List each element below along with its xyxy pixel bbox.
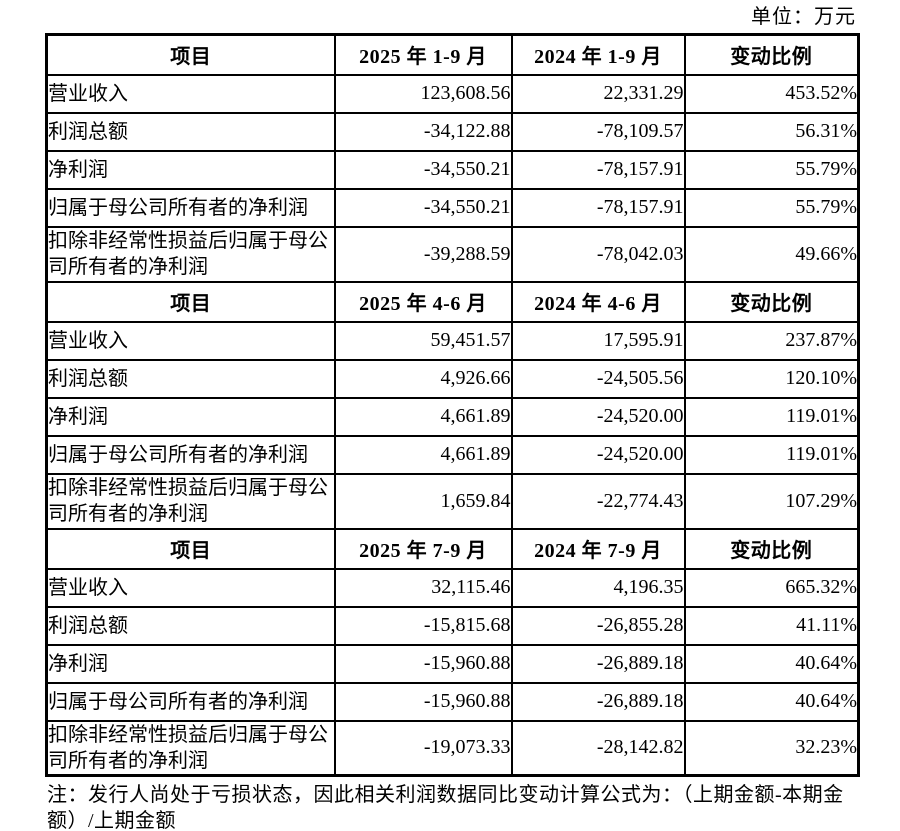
value-2025: 123,608.56: [333, 73, 513, 114]
value-change: 40.64%: [683, 681, 860, 722]
table-row: 归属于母公司所有者的净利润 -15,960.88 -26,889.18 40.6…: [45, 681, 860, 722]
row-label: 利润总额: [45, 605, 336, 646]
value-2024: -24,505.56: [510, 358, 686, 399]
value-2024: -78,157.91: [510, 187, 686, 228]
value-2025: -39,288.59: [333, 225, 513, 283]
value-2025: -34,550.21: [333, 149, 513, 190]
value-2025: -15,960.88: [333, 681, 513, 722]
value-change: 56.31%: [683, 111, 860, 152]
row-label: 利润总额: [45, 111, 336, 152]
value-2025: 4,661.89: [333, 396, 513, 437]
value-change: 55.79%: [683, 187, 860, 228]
table-row: 扣除非经常性损益后归属于母公司所有者的净利润 -39,288.59 -78,04…: [45, 225, 860, 283]
section1-col-header-2025: 2025 年 1-9 月: [333, 33, 513, 76]
table-row: 营业收入 123,608.56 22,331.29 453.52%: [45, 73, 860, 114]
value-change: 665.32%: [683, 567, 860, 608]
section3-col-header-item: 项目: [45, 527, 336, 570]
value-2024: -26,855.28: [510, 605, 686, 646]
value-change: 40.64%: [683, 643, 860, 684]
table-row: 扣除非经常性损益后归属于母公司所有者的净利润 -19,073.33 -28,14…: [45, 719, 860, 777]
value-change: 41.11%: [683, 605, 860, 646]
section3-header-row: 项目 2025 年 7-9 月 2024 年 7-9 月 变动比例: [45, 527, 860, 570]
section3-col-header-2025: 2025 年 7-9 月: [333, 527, 513, 570]
row-label: 净利润: [45, 149, 336, 190]
value-2025: -34,550.21: [333, 187, 513, 228]
row-label: 归属于母公司所有者的净利润: [45, 187, 336, 228]
section2-header-row: 项目 2025 年 4-6 月 2024 年 4-6 月 变动比例: [45, 280, 860, 323]
value-2024: -22,774.43: [510, 472, 686, 530]
value-change: 49.66%: [683, 225, 860, 283]
value-2024: -26,889.18: [510, 681, 686, 722]
row-label: 扣除非经常性损益后归属于母公司所有者的净利润: [45, 719, 336, 777]
table-row: 利润总额 4,926.66 -24,505.56 120.10%: [45, 358, 860, 399]
section2-col-header-item: 项目: [45, 280, 336, 323]
financial-table: 项目 2025 年 1-9 月 2024 年 1-9 月 变动比例 营业收入 1…: [45, 33, 860, 777]
value-2025: -15,960.88: [333, 643, 513, 684]
value-2025: 1,659.84: [333, 472, 513, 530]
footnote: 注：发行人尚处于亏损状态，因此相关利润数据同比变动计算公式为：（上期金额-本期金…: [47, 784, 844, 831]
row-label: 营业收入: [45, 567, 336, 608]
unit-label: 单位：万元: [751, 6, 856, 28]
value-2025: 32,115.46: [333, 567, 513, 608]
row-label: 归属于母公司所有者的净利润: [45, 434, 336, 475]
value-2025: 4,661.89: [333, 434, 513, 475]
row-label: 营业收入: [45, 73, 336, 114]
section2-col-header-2024: 2024 年 4-6 月: [510, 280, 686, 323]
section1-header-row: 项目 2025 年 1-9 月 2024 年 1-9 月 变动比例: [45, 33, 860, 76]
value-2024: -24,520.00: [510, 434, 686, 475]
section2-col-header-change: 变动比例: [683, 280, 860, 323]
value-2024: 4,196.35: [510, 567, 686, 608]
value-2024: -78,042.03: [510, 225, 686, 283]
row-label: 归属于母公司所有者的净利润: [45, 681, 336, 722]
section3-col-header-change: 变动比例: [683, 527, 860, 570]
value-2025: 59,451.57: [333, 320, 513, 361]
section1-col-header-2024: 2024 年 1-9 月: [510, 33, 686, 76]
table-row: 净利润 -15,960.88 -26,889.18 40.64%: [45, 643, 860, 684]
value-2025: -34,122.88: [333, 111, 513, 152]
table-row: 净利润 -34,550.21 -78,157.91 55.79%: [45, 149, 860, 190]
value-change: 119.01%: [683, 434, 860, 475]
table-row: 利润总额 -15,815.68 -26,855.28 41.11%: [45, 605, 860, 646]
section1-col-header-change: 变动比例: [683, 33, 860, 76]
value-change: 453.52%: [683, 73, 860, 114]
value-2024: 22,331.29: [510, 73, 686, 114]
row-label: 扣除非经常性损益后归属于母公司所有者的净利润: [45, 225, 336, 283]
value-2024: 17,595.91: [510, 320, 686, 361]
row-label: 营业收入: [45, 320, 336, 361]
value-2024: -78,109.57: [510, 111, 686, 152]
row-label: 净利润: [45, 643, 336, 684]
value-2024: -28,142.82: [510, 719, 686, 777]
value-change: 237.87%: [683, 320, 860, 361]
table-row: 净利润 4,661.89 -24,520.00 119.01%: [45, 396, 860, 437]
table-row: 利润总额 -34,122.88 -78,109.57 56.31%: [45, 111, 860, 152]
value-change: 107.29%: [683, 472, 860, 530]
table-row: 营业收入 32,115.46 4,196.35 665.32%: [45, 567, 860, 608]
section1-col-header-item: 项目: [45, 33, 336, 76]
table-row: 归属于母公司所有者的净利润 4,661.89 -24,520.00 119.01…: [45, 434, 860, 475]
row-label: 净利润: [45, 396, 336, 437]
table-row: 扣除非经常性损益后归属于母公司所有者的净利润 1,659.84 -22,774.…: [45, 472, 860, 530]
table-row: 归属于母公司所有者的净利润 -34,550.21 -78,157.91 55.7…: [45, 187, 860, 228]
value-2025: -19,073.33: [333, 719, 513, 777]
section3-col-header-2024: 2024 年 7-9 月: [510, 527, 686, 570]
section2-col-header-2025: 2025 年 4-6 月: [333, 280, 513, 323]
value-2024: -78,157.91: [510, 149, 686, 190]
row-label: 利润总额: [45, 358, 336, 399]
value-2024: -26,889.18: [510, 643, 686, 684]
value-2025: 4,926.66: [333, 358, 513, 399]
row-label: 扣除非经常性损益后归属于母公司所有者的净利润: [45, 472, 336, 530]
value-2025: -15,815.68: [333, 605, 513, 646]
value-change: 32.23%: [683, 719, 860, 777]
value-change: 55.79%: [683, 149, 860, 190]
value-change: 120.10%: [683, 358, 860, 399]
table-row: 营业收入 59,451.57 17,595.91 237.87%: [45, 320, 860, 361]
value-2024: -24,520.00: [510, 396, 686, 437]
value-change: 119.01%: [683, 396, 860, 437]
